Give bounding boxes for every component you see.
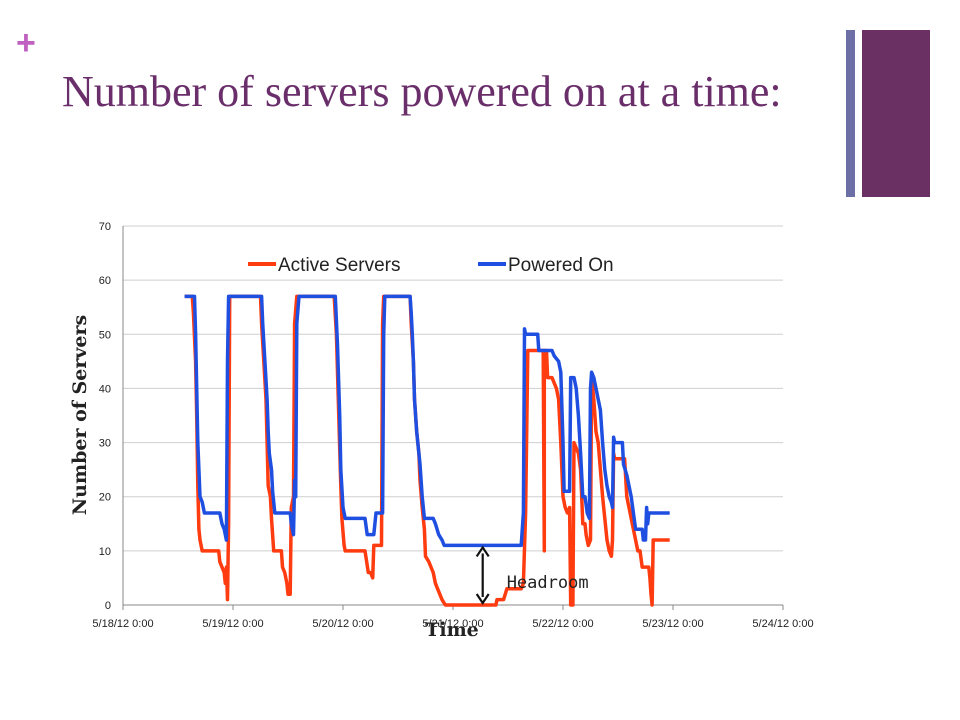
x-tick-label: 5/23/12 0:00 [642,618,703,630]
x-tick-label: 5/18/12 0:00 [92,618,153,630]
legend: Active Servers Powered On [248,255,614,276]
grid-lines [123,225,783,606]
y-tick-label: 0 [105,600,111,612]
accent-bar-thin [846,30,855,197]
y-tick-label: 50 [99,329,111,341]
y-tick-label: 30 [99,438,111,450]
y-tick-label: 70 [99,221,111,233]
annotations: Headroom [475,545,589,605]
x-tick-label: 5/20/12 0:00 [312,618,373,630]
headroom-label: Headroom [507,573,589,593]
arrow-down-icon [475,593,490,605]
y-tick-labels: 0 10 20 30 40 50 60 70 [99,221,111,612]
x-tick-label: 5/21/12 0:00 [422,618,483,630]
slide-title: Number of servers powered on at a time: [62,67,782,116]
series-line-active-servers [184,294,670,607]
y-tick-label: 40 [99,383,111,395]
y-tick-label: 60 [99,275,111,287]
x-tick-label: 5/22/12 0:00 [532,618,593,630]
arrow-up-icon [475,545,490,558]
y-tick-label: 10 [99,546,111,558]
x-tick-label: 5/24/12 0:00 [752,618,813,630]
y-tick-label: 20 [99,492,111,504]
x-tick-label: 5/19/12 0:00 [202,618,263,630]
accent-bar-thick [862,30,930,197]
legend-label: Powered On [508,255,614,276]
series-lines [184,294,670,607]
x-axis-title: Time [425,619,479,641]
series-line-powered-on [184,294,670,548]
y-axis-title: Number of Servers [69,315,91,515]
plus-bullet-icon: + [16,24,36,62]
x-tick-labels: 5/18/12 0:00 5/19/12 0:00 5/20/12 0:00 5/21… [92,605,814,630]
legend-label: Active Servers [278,255,400,276]
axes [122,226,783,606]
